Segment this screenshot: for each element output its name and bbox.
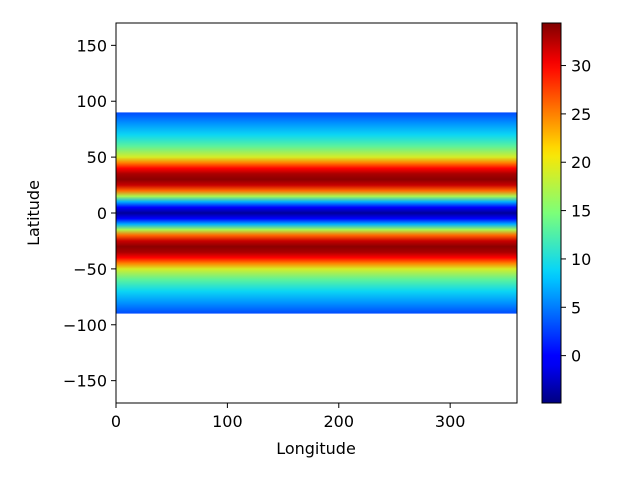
colorbar-tick-label: 15 (571, 202, 591, 221)
colorbar-tick-label: 5 (571, 298, 581, 317)
x-tick-label: 0 (111, 412, 121, 431)
y-tick-label: −50 (73, 260, 107, 279)
colorbar-tick-label: 10 (571, 250, 591, 269)
y-axis-ticks: −150 −100 −50 0 50 100 150 (63, 36, 116, 391)
heatmap-band (116, 112, 517, 314)
colorbar-tick-label: 20 (571, 153, 591, 172)
y-tick-label: −100 (63, 316, 107, 335)
y-tick-label: 0 (97, 204, 107, 223)
x-axis-label: Longitude (276, 439, 356, 458)
x-tick-label: 300 (435, 412, 466, 431)
y-tick-label: 100 (76, 92, 107, 111)
y-tick-label: 50 (87, 148, 107, 167)
y-tick-label: 150 (76, 36, 107, 55)
x-axis-ticks: 0 100 200 300 (111, 403, 466, 431)
y-axis-label: Latitude (24, 180, 43, 246)
colorbar-tick-label: 0 (571, 347, 581, 366)
colorbar (541, 22, 562, 404)
x-tick-label: 200 (324, 412, 355, 431)
colorbar-ticks: 0 5 10 15 20 25 30 (561, 57, 591, 366)
colorbar-tick-label: 30 (571, 57, 591, 76)
y-tick-label: −150 (63, 372, 107, 391)
x-tick-label: 100 (212, 412, 243, 431)
colorbar-tick-label: 25 (571, 105, 591, 124)
